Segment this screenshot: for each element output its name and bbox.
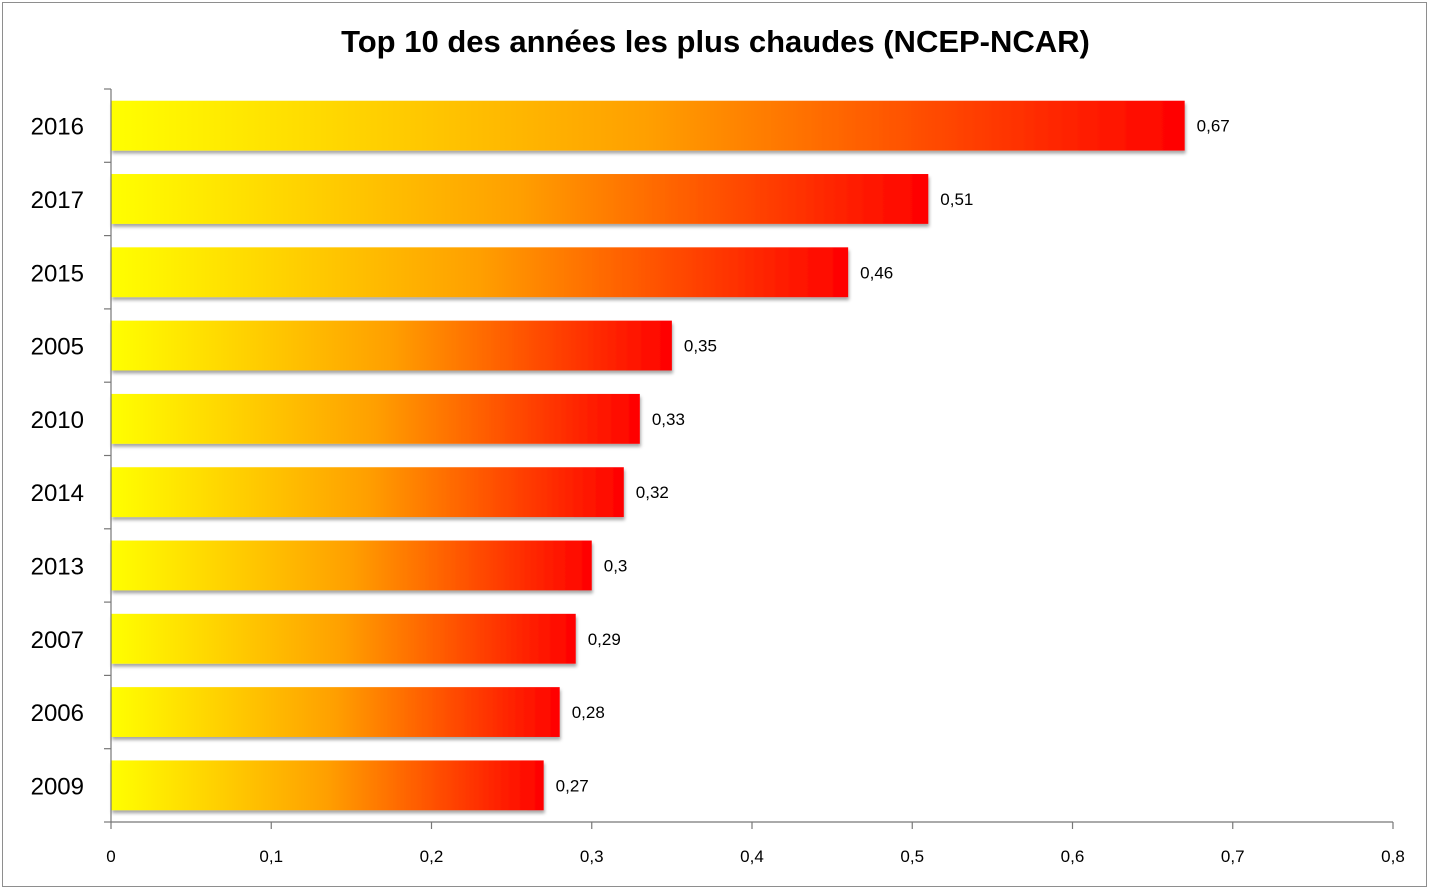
bar-2014 [111, 467, 624, 518]
category-label-2007: 2007 [31, 627, 84, 654]
x-tick-label: 0,7 [1221, 847, 1245, 866]
bar-2007 [111, 613, 576, 664]
category-label-2017: 2017 [31, 187, 84, 214]
bar-2005 [111, 320, 672, 371]
data-label-2005: 0,35 [684, 337, 717, 356]
data-label-2006: 0,28 [572, 703, 605, 722]
x-tick-label: 0,1 [259, 847, 283, 866]
x-tick-label: 0,2 [420, 847, 444, 866]
x-tick-label: 0 [106, 847, 115, 866]
chart-title: Top 10 des années les plus chaudes (NCEP… [341, 24, 1090, 59]
data-label-2009: 0,27 [556, 776, 589, 795]
data-label-2017: 0,51 [940, 190, 973, 209]
x-tick-label: 0,5 [900, 847, 924, 866]
data-label-2014: 0,32 [636, 483, 669, 502]
category-label-2005: 2005 [31, 334, 84, 361]
x-tick-label: 0,8 [1381, 847, 1405, 866]
bar-2013 [111, 540, 592, 591]
bar-2010 [111, 393, 640, 444]
bar-2009 [111, 760, 544, 811]
category-label-2014: 2014 [31, 480, 84, 507]
data-label-2007: 0,29 [588, 630, 621, 649]
data-label-2015: 0,46 [860, 263, 893, 282]
category-label-2015: 2015 [31, 260, 84, 287]
category-label-2010: 2010 [31, 407, 84, 434]
x-tick-label: 0,6 [1061, 847, 1085, 866]
bar-2006 [111, 687, 560, 737]
data-label-2016: 0,67 [1197, 117, 1230, 136]
category-label-2006: 2006 [31, 700, 84, 727]
bar-2016 [111, 100, 1185, 151]
x-tick-label: 0,4 [740, 847, 764, 866]
category-label-2016: 2016 [31, 114, 84, 141]
bar-2017 [111, 174, 929, 224]
bar-2015 [111, 247, 849, 298]
x-tick-label: 0,3 [580, 847, 604, 866]
category-label-2013: 2013 [31, 553, 84, 580]
data-label-2013: 0,3 [604, 556, 628, 575]
category-label-2009: 2009 [31, 773, 84, 800]
data-label-2010: 0,33 [652, 410, 685, 429]
